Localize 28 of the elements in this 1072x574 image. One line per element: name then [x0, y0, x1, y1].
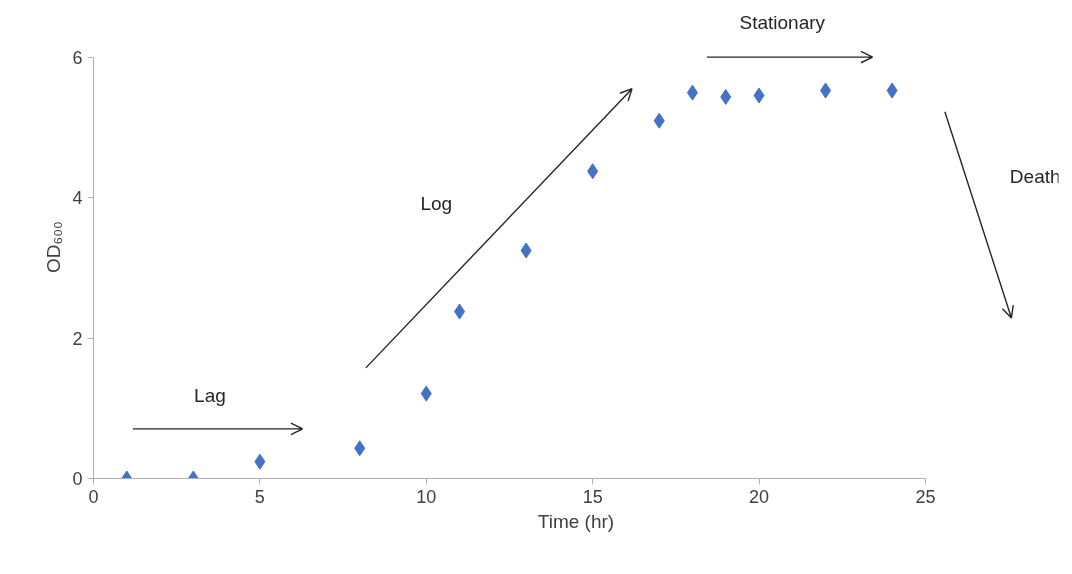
point [820, 82, 832, 99]
y-tick-label: 2 [72, 328, 83, 349]
text: Death [1009, 166, 1061, 188]
point [520, 242, 532, 259]
point [753, 87, 765, 104]
x-tick-label: 5 [254, 486, 265, 507]
x-tick-label: 10 [416, 486, 437, 507]
point [587, 163, 599, 180]
point [354, 440, 366, 457]
point [686, 84, 698, 101]
point [653, 112, 665, 129]
point [886, 82, 898, 99]
x-tick-label: 20 [749, 486, 770, 507]
point [420, 385, 432, 402]
x-tick-label: 0 [88, 486, 99, 507]
y-tick-label: 0 [72, 469, 83, 489]
y-tick-label: 4 [72, 188, 83, 209]
point [254, 453, 266, 470]
y-tick-label: 6 [72, 48, 83, 69]
point [720, 88, 732, 105]
point [454, 303, 466, 320]
x-tick-label: 25 [915, 486, 936, 507]
annotation: Lag [194, 385, 226, 407]
x-axis-title: Time (hr) [537, 510, 615, 532]
text: Stationary [739, 12, 826, 34]
y-axis-title: OD₆₀₀ [43, 221, 65, 273]
x-tick-label: 15 [582, 486, 603, 507]
annotation: Log [420, 193, 453, 215]
